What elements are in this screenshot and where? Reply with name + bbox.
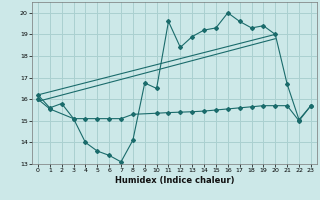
X-axis label: Humidex (Indice chaleur): Humidex (Indice chaleur)	[115, 176, 234, 185]
